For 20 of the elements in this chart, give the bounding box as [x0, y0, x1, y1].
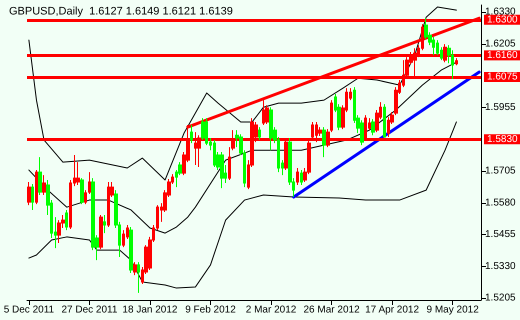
chart-title: GBPUSD,Daily 1.6127 1.6149 1.6121 1.6139 [9, 6, 233, 18]
x-tick-label: 9 May 2012 [426, 304, 480, 316]
x-tick-label: 27 Dec 2011 [61, 304, 118, 316]
y-tick-label: 1.6205 [485, 38, 516, 50]
x-tick-label: 26 Mar 2012 [303, 304, 360, 316]
x-tick-label: 9 Feb 2012 [185, 304, 236, 316]
ref-line-label: 1.6160 [487, 50, 518, 61]
y-tick-label: 1.5705 [485, 166, 516, 177]
y-tick-label: 1.5955 [485, 102, 516, 113]
y-tick-label: 1.5205 [485, 292, 516, 304]
x-tick-label: 5 Dec 2011 [4, 304, 55, 316]
x-tick-label: 17 Apr 2012 [365, 304, 420, 316]
y-tick-label: 1.5330 [485, 260, 516, 272]
ref-line-label: 1.6075 [487, 71, 518, 82]
ref-line-label: 1.5830 [487, 134, 518, 145]
x-tick-label: 18 Jan 2012 [122, 304, 178, 316]
y-tick-label: 1.5455 [485, 229, 516, 240]
x-tick-label: 2 Mar 2012 [246, 304, 297, 316]
y-tick-label: 1.5580 [485, 197, 516, 208]
ref-line-label: 1.6300 [487, 14, 518, 26]
